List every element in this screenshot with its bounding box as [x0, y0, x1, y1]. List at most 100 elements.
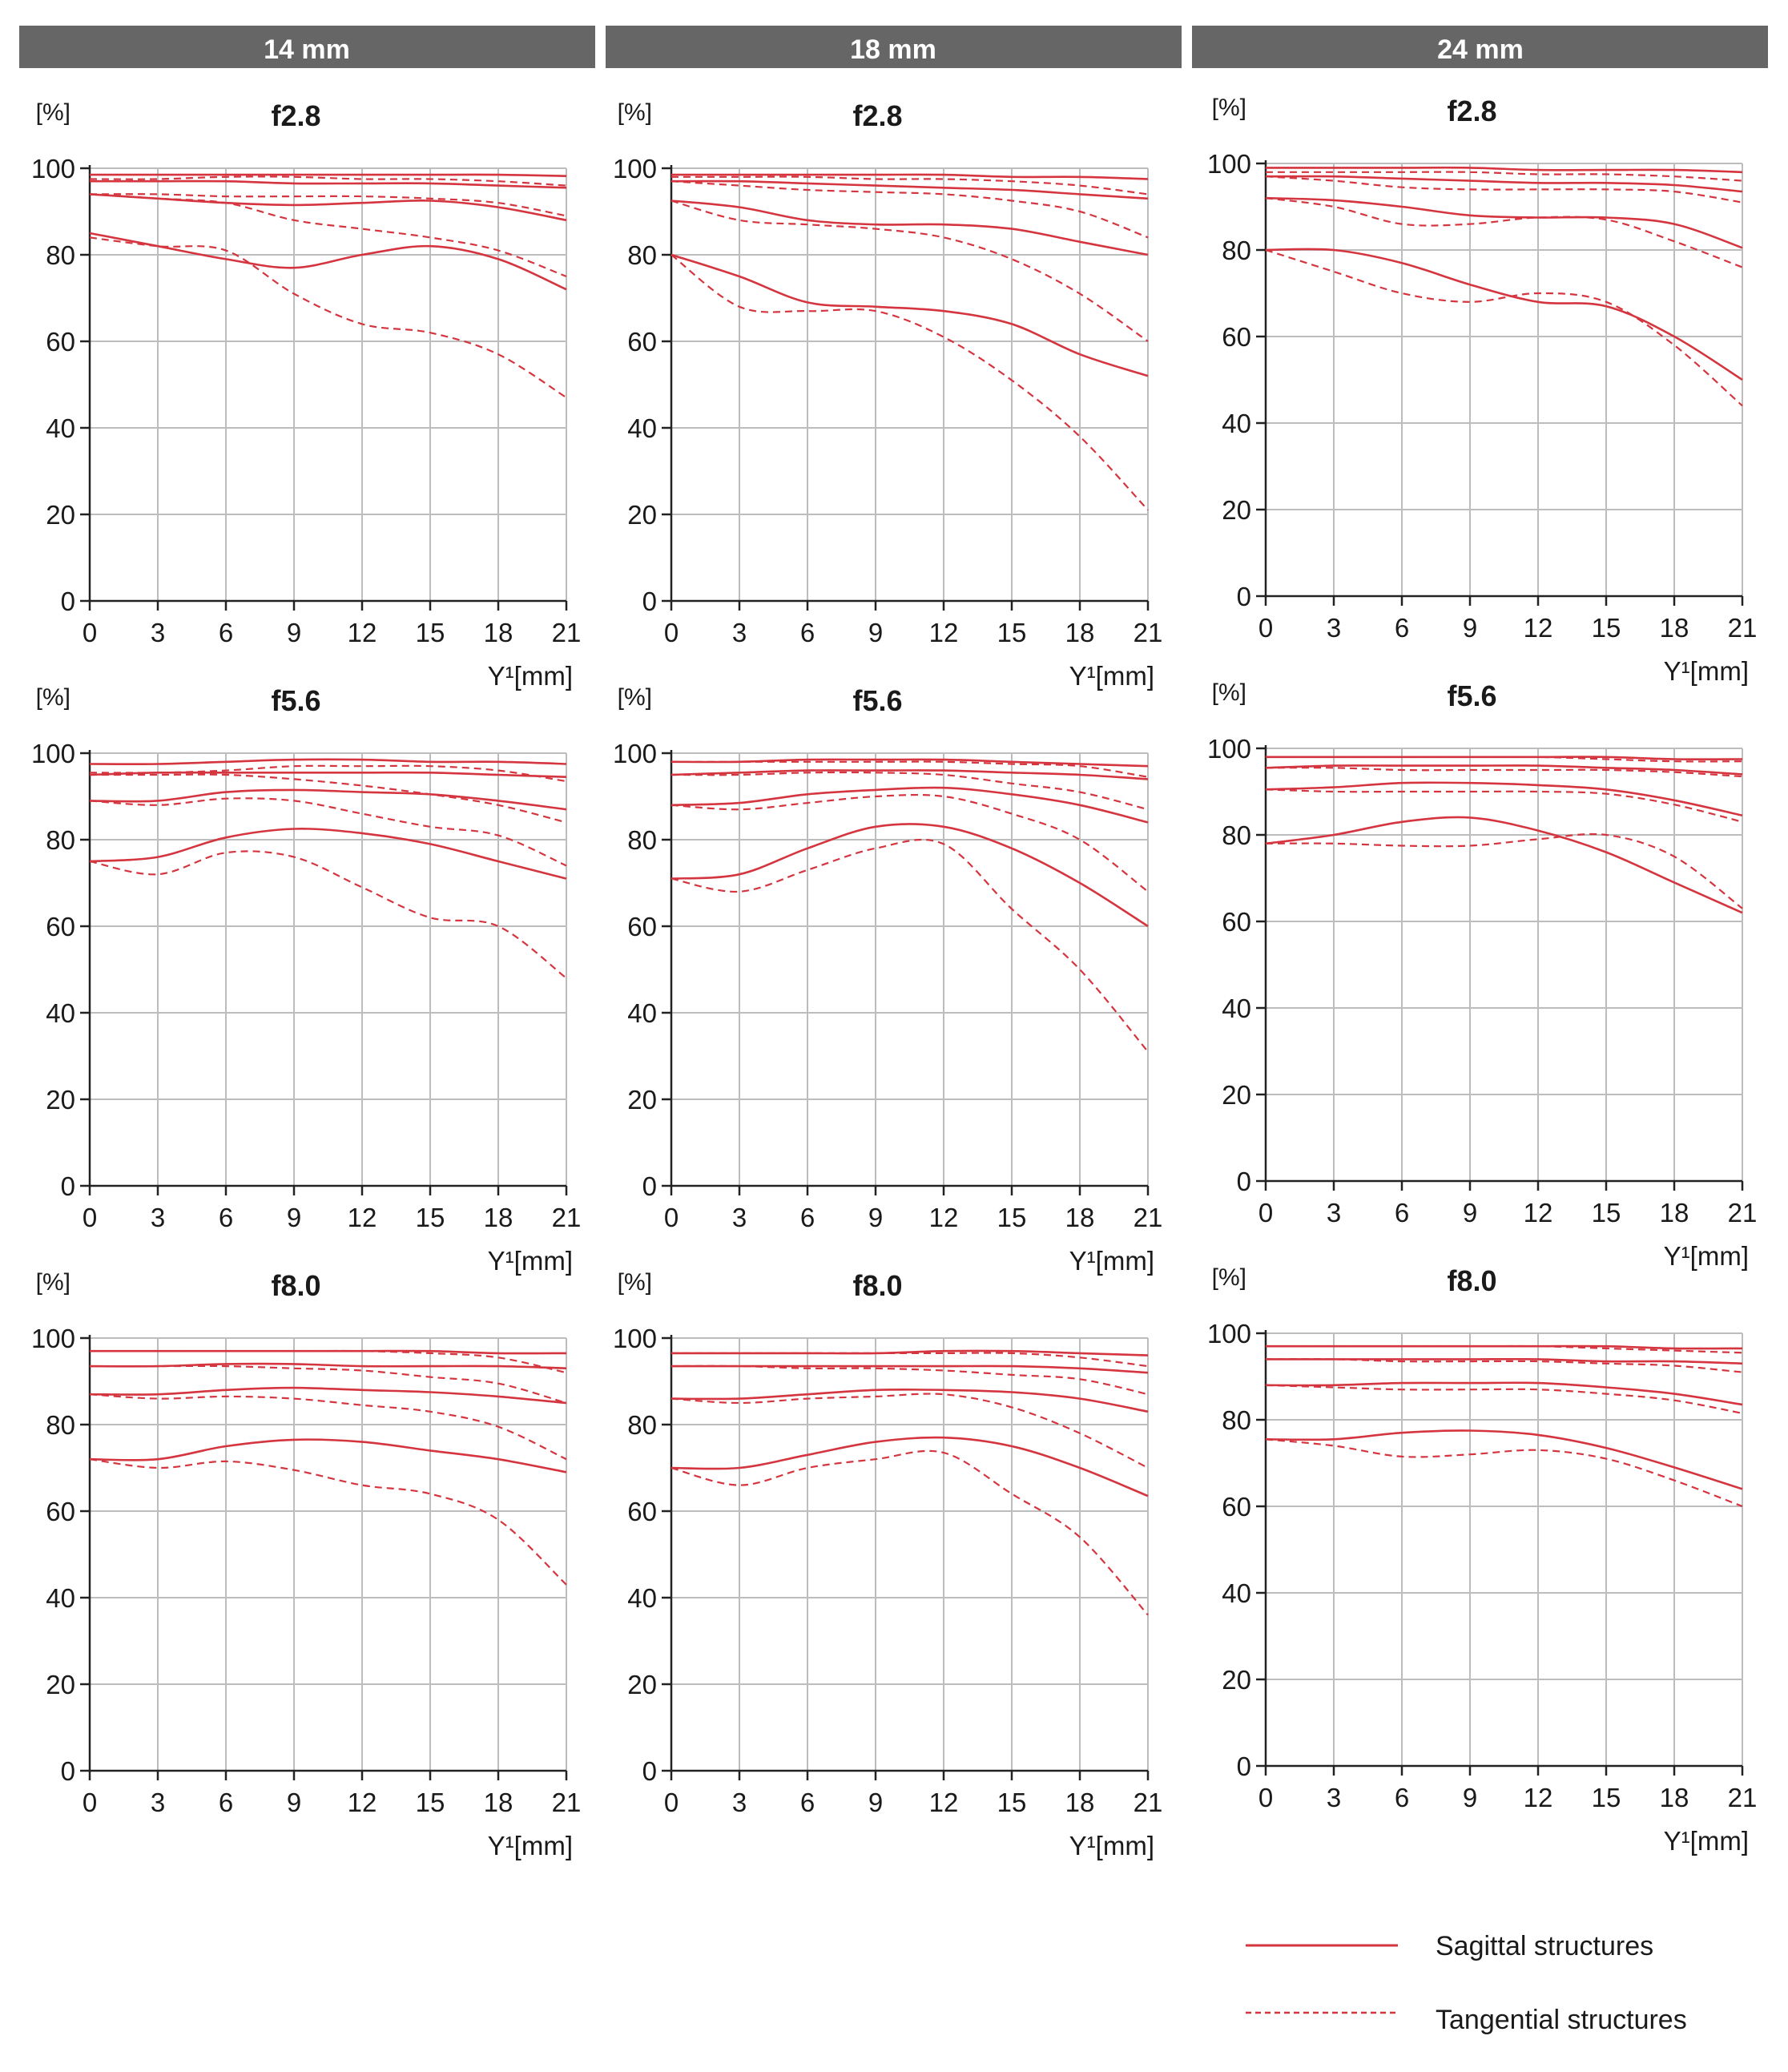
y-tick-label: 0: [61, 587, 75, 616]
y-tick-label: 100: [1207, 734, 1251, 764]
panel-title: f5.6: [1447, 679, 1496, 712]
y-tick-label: 100: [613, 154, 657, 183]
tangential-curve: [1265, 1358, 1743, 1373]
y-tick-label: 20: [1222, 495, 1251, 525]
sagittal-curve: [1265, 816, 1743, 914]
sagittal-curve: [90, 179, 567, 189]
sagittal-curve: [89, 828, 567, 880]
x-axis-label: Y¹[mm]: [1069, 1831, 1154, 1860]
x-tick-label: 15: [1592, 1198, 1621, 1227]
sagittal-curve: [89, 1362, 567, 1370]
x-tick-label: 0: [664, 1203, 679, 1232]
x-tick-label: 18: [484, 1203, 513, 1232]
x-axis-label: Y¹[mm]: [1069, 1246, 1154, 1276]
x-tick-label: 6: [1395, 1198, 1409, 1227]
y-tick-label: 0: [1237, 1167, 1251, 1196]
x-tick-label: 12: [1524, 1198, 1553, 1227]
x-tick-label: 15: [997, 618, 1027, 647]
tangential-curve: [1265, 1384, 1743, 1414]
tangential-curve: [670, 254, 1149, 511]
sagittal-curve: [89, 758, 567, 766]
y-tick-label: 60: [627, 327, 657, 357]
y-tick-label: 20: [627, 500, 657, 530]
x-tick-label: 15: [416, 1203, 445, 1232]
x-tick-label: 6: [800, 618, 815, 647]
x-tick-label: 6: [1395, 1783, 1409, 1812]
y-tick-label: 40: [1222, 409, 1251, 438]
x-tick-label: 9: [287, 618, 301, 647]
y-tick-label: 80: [627, 1410, 657, 1440]
x-tick-label: 0: [83, 1788, 97, 1817]
x-tick-label: 3: [1327, 1783, 1341, 1812]
mtf-panel: 0 20 40 60 80 100 0 3 6 9 12 15 18 21 [%] Y¹[mm] f8.0: [613, 1269, 1162, 1860]
x-tick-label: 6: [219, 1788, 233, 1817]
x-tick-label: 12: [1524, 613, 1553, 643]
x-tick-label: 18: [484, 618, 513, 647]
y-tick-label: 20: [46, 500, 75, 530]
x-tick-label: 12: [929, 1203, 959, 1232]
panel-title: f5.6: [271, 684, 320, 717]
mtf-panel: 0 20 40 60 80 100 0 3 6 9 12 15 18 21 [%] Y¹[mm] f5.6: [613, 684, 1162, 1276]
y-tick-label: 80: [46, 1410, 75, 1440]
tangential-curve: [89, 175, 567, 187]
x-tick-label: 0: [664, 1788, 679, 1817]
tangential-curve: [670, 1449, 1149, 1616]
y-tick-label: 100: [1207, 1319, 1251, 1348]
x-tick-label: 0: [83, 618, 97, 647]
panel-title: f8.0: [271, 1269, 320, 1302]
header-bar-24mm: [1192, 26, 1768, 68]
mtf-panel: 0 20 40 60 80 100 0 3 6 9 12 15 18 21 [%] Y¹[mm] f2.8: [613, 99, 1162, 691]
x-tick-label: 3: [1327, 1198, 1341, 1227]
sagittal-curve: [670, 253, 1149, 377]
legend-tangential-label: Tangential structures: [1436, 2005, 1687, 2035]
sagittal-curve: [1265, 248, 1743, 381]
y-tick-label: 0: [642, 1756, 657, 1786]
x-tick-label: 9: [1463, 1783, 1477, 1812]
x-axis-label: Y¹[mm]: [488, 1831, 573, 1860]
column-headers: 14 mm 18 mm 24 mm: [19, 26, 1768, 68]
x-tick-label: 9: [287, 1203, 301, 1232]
y-tick-label: 20: [46, 1670, 75, 1699]
tangential-curve: [671, 1352, 1149, 1368]
y-tick-label: 40: [1222, 994, 1251, 1023]
y-tick-label: 40: [46, 1583, 75, 1613]
x-tick-label: 15: [1592, 1783, 1621, 1812]
tangential-curve: [670, 793, 1149, 893]
x-tick-label: 15: [997, 1203, 1027, 1232]
sagittal-curve: [1265, 781, 1743, 816]
y-tick-label: 100: [31, 739, 75, 768]
x-tick-label: 21: [1728, 1783, 1758, 1812]
y-tick-label: 100: [613, 739, 657, 768]
sagittal-curve: [89, 788, 567, 811]
panel-title: f2.8: [852, 99, 902, 132]
x-tick-label: 15: [416, 618, 445, 647]
y-tick-label: 0: [61, 1756, 75, 1786]
x-tick-label: 18: [1660, 1783, 1689, 1812]
tangential-curve: [89, 193, 567, 217]
legend-sagittal-label: Sagittal structures: [1436, 1931, 1653, 1961]
header-label-18mm: 18 mm: [850, 34, 936, 65]
x-tick-label: 18: [1660, 1198, 1689, 1227]
tangential-curve: [90, 1365, 567, 1405]
tangential-curve: [670, 200, 1149, 342]
tangential-curve: [89, 797, 567, 867]
y-axis-label: [%]: [36, 99, 70, 126]
tangential-curve: [1265, 832, 1743, 909]
x-tick-label: 12: [348, 1788, 377, 1817]
y-tick-label: 40: [627, 1583, 657, 1613]
x-axis-label: Y¹[mm]: [488, 661, 573, 691]
x-tick-label: 6: [219, 1203, 233, 1232]
y-tick-label: 80: [1222, 1405, 1251, 1435]
x-tick-label: 12: [929, 618, 959, 647]
tangential-curve: [1265, 197, 1743, 268]
x-tick-label: 18: [1065, 618, 1095, 647]
y-tick-label: 80: [627, 240, 657, 270]
tangential-curve: [670, 838, 1149, 1053]
sagittal-curve: [671, 173, 1149, 180]
x-tick-label: 3: [1327, 613, 1341, 643]
sagittal-curve: [671, 1349, 1149, 1356]
y-tick-label: 40: [46, 998, 75, 1028]
x-tick-label: 21: [1134, 1203, 1163, 1232]
y-tick-label: 60: [46, 1497, 75, 1526]
